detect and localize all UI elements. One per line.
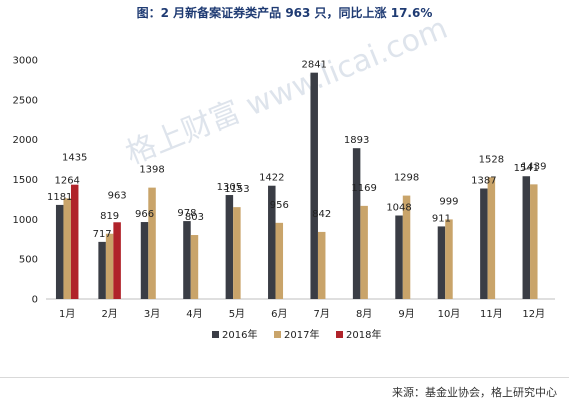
legend-swatch-2016年	[212, 331, 219, 338]
data-label: 1264	[54, 175, 79, 186]
data-label: 1422	[259, 173, 284, 184]
bar-2016年-5月	[225, 195, 234, 299]
data-label: 963	[108, 190, 127, 201]
x-tick-label: 9月	[398, 308, 414, 320]
data-label: 842	[312, 209, 331, 220]
bar-2017年-6月	[275, 222, 284, 299]
data-label: 978	[177, 208, 196, 219]
bar-2016年-6月	[268, 185, 276, 299]
legend-swatch-2018年	[336, 331, 343, 338]
bar-2017年-11月	[487, 177, 496, 299]
bar-2017年-12月	[530, 184, 538, 299]
legend-swatch-2017年	[274, 331, 281, 338]
bar-2016年-10月	[437, 226, 446, 299]
data-label: 1153	[224, 184, 249, 195]
y-tick-label: 500	[19, 255, 38, 266]
data-label: 1181	[47, 192, 72, 203]
y-tick-label: 0	[32, 295, 38, 306]
bar-2016年-8月	[352, 148, 361, 299]
source-divider	[0, 377, 569, 378]
bar-2017年-1月	[63, 198, 71, 299]
y-tick-label: 3000	[13, 56, 38, 67]
bar-2016年-2月	[98, 241, 106, 299]
bar-2016年-1月	[55, 204, 64, 299]
data-label: 1169	[351, 183, 376, 194]
data-label: 819	[100, 211, 119, 222]
x-tick-label: 5月	[229, 308, 245, 320]
x-tick-label: 6月	[271, 308, 287, 320]
y-tick-label: 2500	[13, 95, 38, 106]
data-label: 2841	[301, 60, 326, 71]
bar-2017年-9月	[402, 195, 411, 299]
x-tick-label: 12月	[522, 308, 545, 320]
data-label: 1893	[344, 135, 369, 146]
bar-2017年-8月	[360, 205, 368, 299]
legend-label: 2017年	[284, 328, 319, 341]
x-tick-label: 4月	[186, 308, 202, 320]
data-label: 1541	[514, 163, 539, 174]
bar-2016年-7月	[310, 72, 318, 300]
data-label: 1387	[471, 176, 496, 187]
data-label: 717	[93, 229, 112, 240]
bar-2016年-3月	[140, 222, 149, 299]
data-label: 1435	[62, 153, 87, 164]
x-tick-label: 7月	[314, 308, 330, 320]
bar-2017年-7月	[317, 231, 326, 299]
chart-title: 图：2 月新备案证券类产品 963 只，同比上涨 17.6%	[136, 6, 433, 20]
bar-2017年-3月	[148, 187, 156, 299]
y-tick-label: 2000	[13, 135, 38, 146]
bar-2017年-10月	[445, 219, 453, 299]
x-tick-label: 11月	[480, 308, 503, 320]
data-label: 1298	[394, 173, 419, 184]
data-label: 1048	[386, 203, 411, 214]
data-label: 956	[270, 200, 289, 211]
bar-2016年-11月	[480, 188, 488, 299]
legend-label: 2018年	[346, 328, 381, 341]
data-label: 1305	[217, 182, 242, 193]
x-tick-label: 3月	[144, 308, 160, 320]
x-tick-label: 1月	[59, 308, 75, 320]
source-note: 来源：基金业协会，格上研究中心	[392, 386, 557, 399]
data-label: 966	[135, 209, 154, 220]
x-tick-label: 8月	[356, 308, 372, 320]
y-tick-label: 1000	[13, 215, 38, 226]
bar-2017年-5月	[233, 207, 241, 299]
data-label: 1398	[139, 165, 164, 176]
data-label: 999	[439, 196, 458, 207]
bar-2018年-1月	[70, 184, 79, 299]
data-label: 803	[185, 212, 204, 223]
bar-2016年-9月	[395, 215, 403, 299]
data-label: 1439	[521, 161, 546, 172]
bar-2016年-12月	[522, 176, 531, 299]
bar-2017年-4月	[190, 235, 199, 299]
legend-label: 2016年	[222, 328, 257, 341]
bar-2016年-4月	[183, 221, 191, 299]
y-tick-label: 1500	[13, 175, 38, 186]
x-tick-label: 10月	[438, 308, 461, 320]
x-tick-label: 2月	[101, 308, 117, 320]
bar-2017年-2月	[105, 233, 114, 299]
bar-2018年-2月	[113, 222, 121, 299]
data-label: 911	[432, 213, 451, 224]
data-label: 1528	[479, 154, 504, 165]
